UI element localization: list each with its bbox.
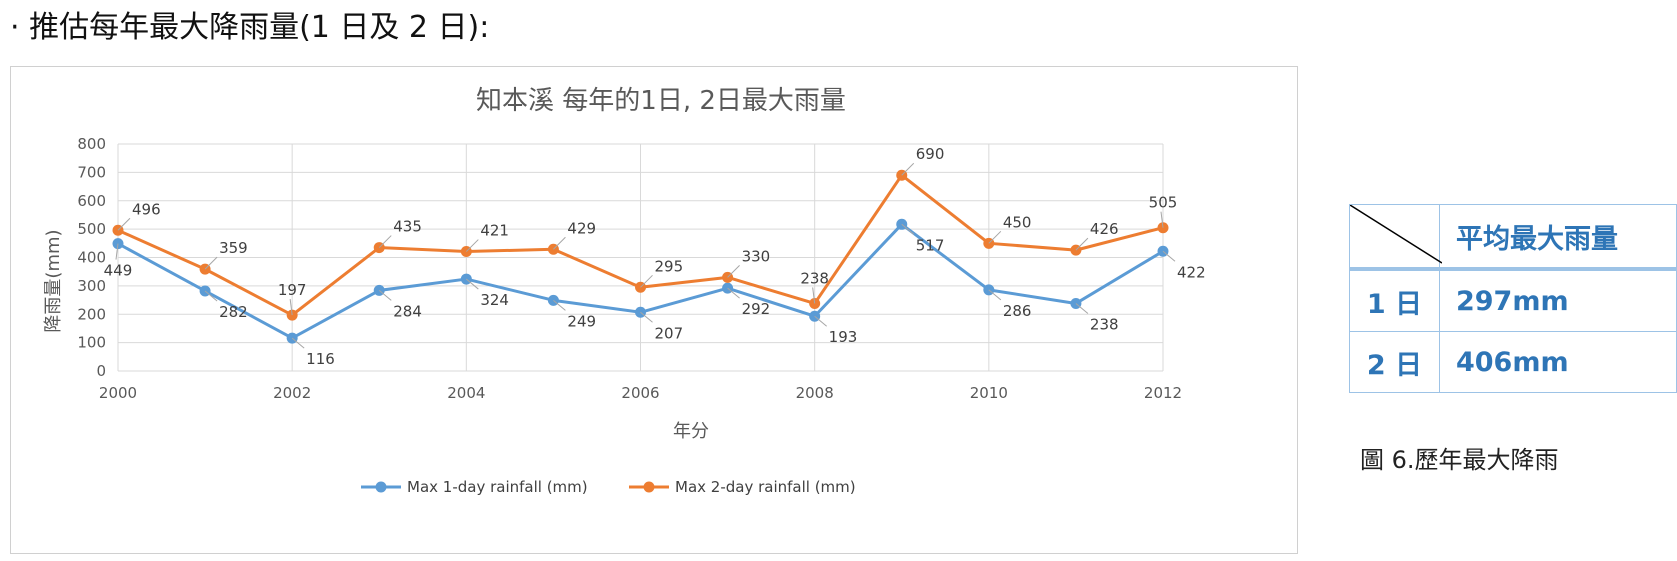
- data-label-1day: 193: [829, 328, 858, 346]
- figure-caption: 圖 6.歷年最大降雨: [1360, 446, 1559, 474]
- y-tick-label: 200: [77, 305, 106, 323]
- data-label-leader: [988, 289, 1002, 301]
- average-rainfall-table: 平均最大雨量 1 日 297mm 2 日 406mm: [1349, 204, 1677, 393]
- table-header-row: 平均最大雨量: [1349, 204, 1677, 271]
- chart-title: 知本溪 每年的1日, 2日最大雨量: [476, 86, 846, 116]
- data-label-leader: [988, 230, 1002, 244]
- data-label-1day: 449: [104, 262, 133, 280]
- y-tick-label: 300: [77, 277, 106, 295]
- data-label-leader: [1075, 237, 1089, 251]
- row-label: 1 日: [1349, 268, 1440, 332]
- data-label-1day: 292: [742, 300, 771, 318]
- data-label-leader: [901, 223, 915, 235]
- x-tick-label: 2000: [99, 384, 137, 402]
- data-label-2day: 496: [132, 200, 161, 218]
- data-label-1day: 422: [1177, 263, 1206, 281]
- x-axis-label: 年分: [673, 421, 709, 442]
- data-label-2day: 435: [393, 218, 422, 236]
- data-label-leader: [1075, 303, 1089, 314]
- data-label-leader: [204, 290, 218, 302]
- data-label-leader: [204, 256, 218, 270]
- data-label-1day: 238: [1090, 315, 1119, 333]
- data-label-1day: 324: [480, 291, 509, 309]
- data-label-leader: [466, 278, 479, 290]
- x-tick-label: 2002: [273, 384, 311, 402]
- legend-swatch-marker: [375, 481, 387, 493]
- data-label-leader: [727, 265, 740, 278]
- data-label-2day: 426: [1090, 220, 1119, 238]
- data-label-leader: [1160, 211, 1164, 228]
- table-row: 1 日 297mm: [1349, 268, 1677, 332]
- data-label-leader: [553, 236, 566, 250]
- data-label-2day: 295: [655, 257, 684, 275]
- x-tick-label: 2008: [796, 384, 834, 402]
- data-label-1day: 207: [655, 324, 684, 342]
- table-header: 平均最大雨量: [1438, 204, 1677, 271]
- data-label-1day: 282: [219, 303, 248, 321]
- data-label-1day: 116: [306, 350, 335, 368]
- data-label-leader: [117, 217, 131, 231]
- legend-swatch-marker: [643, 481, 655, 493]
- y-tick-label: 800: [77, 135, 106, 153]
- row-label: 2 日: [1349, 331, 1440, 393]
- y-tick-label: 500: [77, 220, 106, 238]
- x-tick-label: 2012: [1144, 384, 1182, 402]
- diagonal-line-icon: [1350, 205, 1442, 264]
- data-label-leader: [812, 287, 816, 304]
- data-label-2day: 421: [480, 222, 509, 240]
- data-label-2day: 450: [1003, 213, 1032, 231]
- data-label-leader: [640, 311, 653, 323]
- x-tick-label: 2004: [447, 384, 485, 402]
- data-label-2day: 690: [916, 145, 945, 163]
- y-axis-label: 降雨量(mm): [43, 229, 64, 332]
- data-label-2day: 238: [800, 269, 829, 287]
- y-tick-label: 400: [77, 249, 106, 267]
- data-label-2day: 429: [567, 219, 596, 237]
- x-tick-label: 2006: [621, 384, 659, 402]
- data-label-leader: [727, 287, 740, 299]
- data-label-leader: [115, 243, 119, 260]
- y-tick-label: 700: [77, 163, 106, 181]
- legend-label-1day: Max 1-day rainfall (mm): [407, 478, 588, 496]
- x-tick-label: 2010: [970, 384, 1008, 402]
- data-label-2day: 197: [278, 281, 307, 299]
- y-tick-label: 600: [77, 192, 106, 210]
- data-label-leader: [465, 239, 479, 252]
- data-label-leader: [1162, 250, 1176, 262]
- data-label-leader: [378, 290, 392, 301]
- data-label-1day: 517: [916, 236, 945, 254]
- data-label-leader: [814, 315, 827, 327]
- data-label-leader: [640, 274, 653, 288]
- data-label-leader: [901, 162, 915, 176]
- y-tick-label: 0: [96, 362, 106, 380]
- data-label-leader: [378, 235, 392, 248]
- page-heading: · 推估每年最大降雨量(1 日及 2 日):: [10, 10, 490, 45]
- y-tick-label: 100: [77, 334, 106, 352]
- data-label-2day: 505: [1149, 194, 1178, 212]
- row-value: 297mm: [1438, 268, 1677, 332]
- data-label-2day: 330: [742, 247, 771, 265]
- data-label-2day: 359: [219, 239, 248, 257]
- legend-label-2day: Max 2-day rainfall (mm): [675, 478, 856, 496]
- data-label-leader: [289, 299, 293, 316]
- data-label-1day: 249: [567, 312, 596, 330]
- data-label-1day: 286: [1003, 302, 1032, 320]
- data-label-1day: 284: [393, 302, 422, 320]
- data-label-leader: [291, 337, 305, 349]
- rainfall-chart-svg: 知本溪 每年的1日, 2日最大雨量 年分 降雨量(mm) 01002003004…: [43, 86, 1206, 496]
- table-corner-cell: [1349, 204, 1442, 271]
- rainfall-chart: 知本溪 每年的1日, 2日最大雨量 年分 降雨量(mm) 0 100 200 300 4…: [10, 66, 1298, 554]
- row-value: 406mm: [1438, 331, 1677, 393]
- table-row: 2 日 406mm: [1349, 331, 1677, 393]
- data-label-leader: [553, 299, 566, 311]
